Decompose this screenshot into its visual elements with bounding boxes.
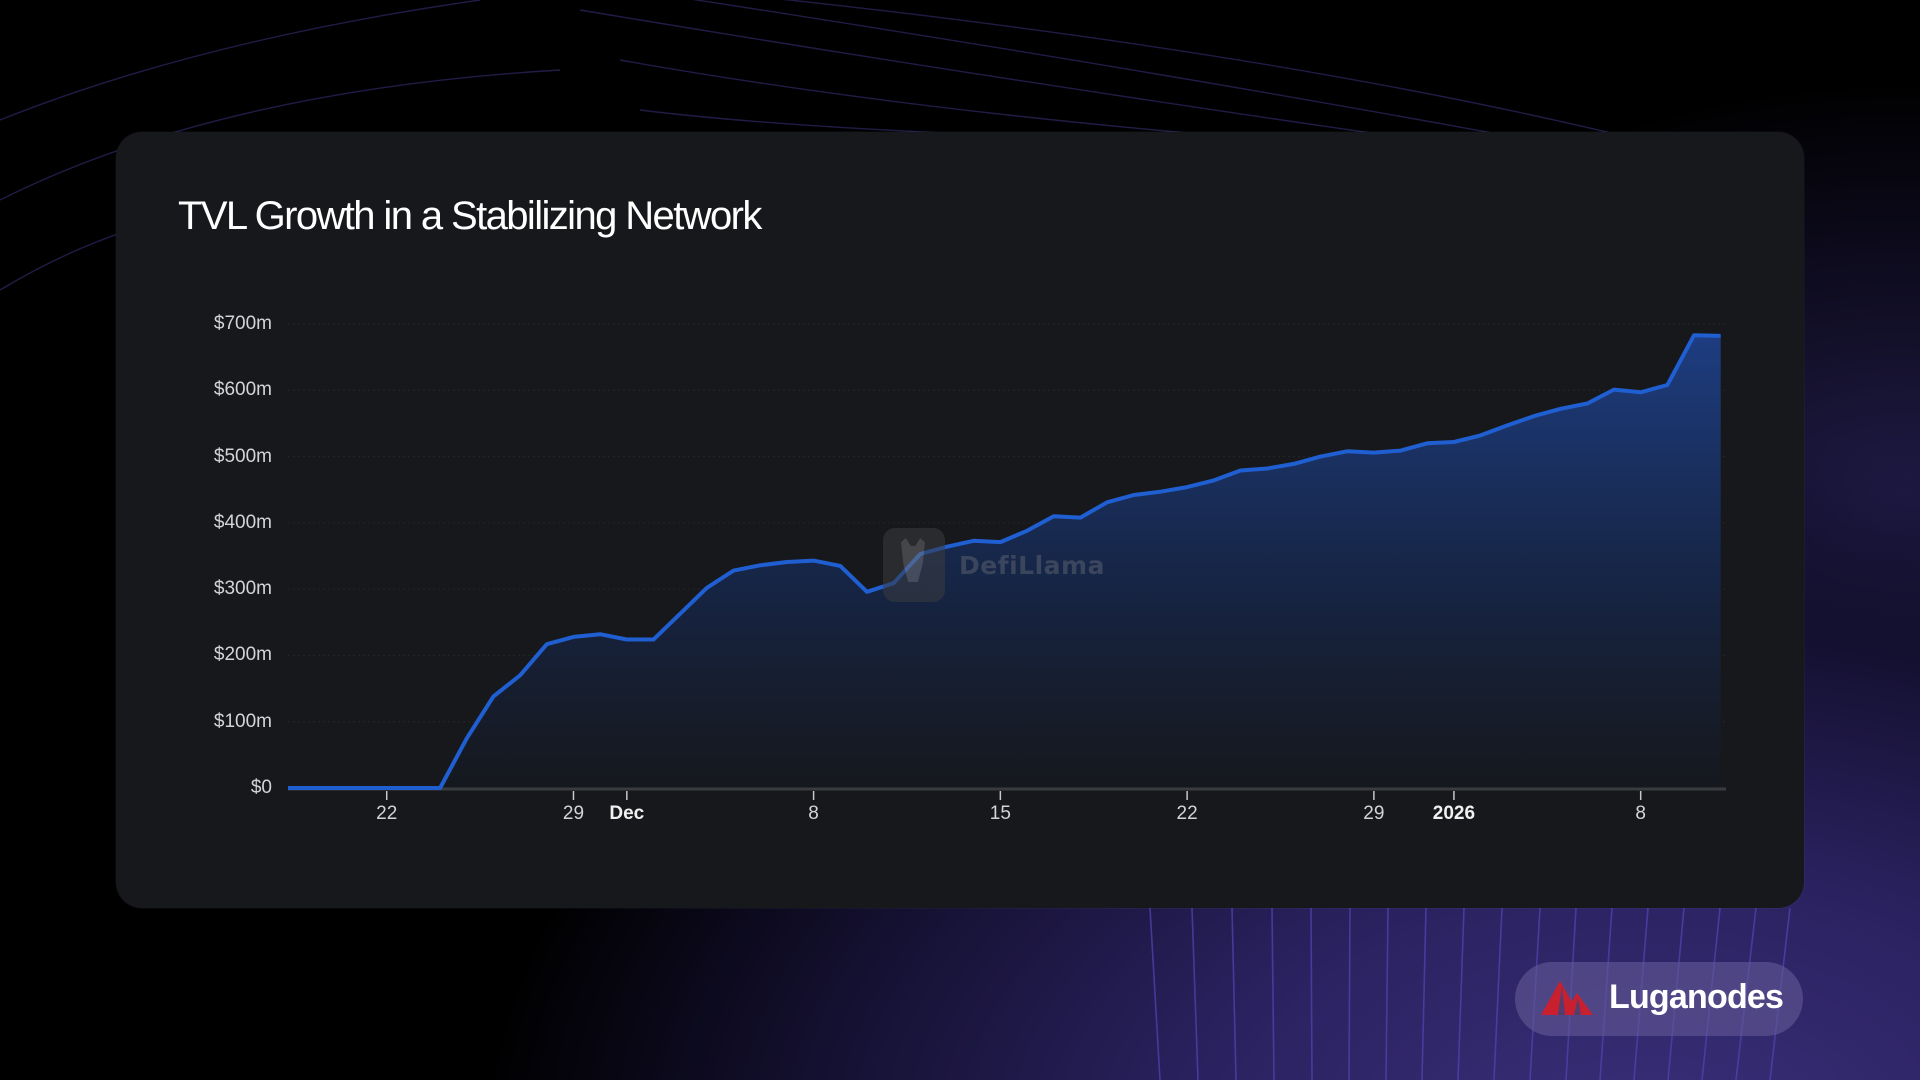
tvl-area-fill	[288, 335, 1721, 788]
x-axis-label: Dec	[609, 803, 645, 824]
x-axis-label: 29	[562, 803, 585, 824]
watermark-text: DefiLlama	[959, 550, 1105, 580]
chart-title: TVL Growth in a Stabilizing Network	[178, 194, 762, 238]
y-axis-label: $400m	[213, 511, 272, 533]
llama-icon	[883, 528, 945, 602]
x-axis-label: 8	[1635, 803, 1646, 824]
y-axis-label: $600m	[213, 379, 272, 401]
y-axis-label: $700m	[213, 313, 272, 334]
x-axis-label: 15	[989, 803, 1011, 824]
x-axis-ticks	[385, 791, 1642, 800]
x-axis-label: 22	[1176, 803, 1198, 824]
luganodes-brand-badge: Luganodes	[1515, 962, 1803, 1036]
x-axis-label: 2026	[1432, 803, 1476, 824]
x-axis-label: 8	[808, 803, 819, 824]
mountain-logo-icon	[1541, 981, 1593, 1015]
y-axis-label: $100m	[213, 710, 272, 732]
y-axis-label: $0	[250, 777, 272, 798]
brand-name: Luganodes	[1609, 978, 1784, 1016]
y-axis-label: $500m	[213, 445, 272, 467]
y-axis-label: $300m	[213, 578, 272, 600]
defillama-watermark: DefiLlama	[883, 528, 1105, 602]
y-axis-label: $200m	[213, 644, 272, 666]
x-axis-label: 22	[376, 803, 398, 824]
x-axis-label: 29	[1363, 803, 1385, 824]
tvl-line	[288, 333, 1721, 790]
